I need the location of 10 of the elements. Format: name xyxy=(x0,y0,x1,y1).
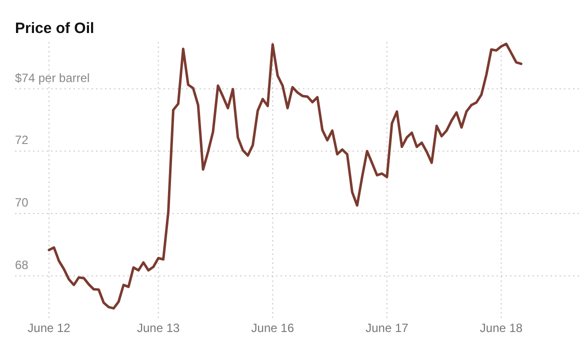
y-tick-label: 70 xyxy=(15,196,29,210)
y-tick-label: $74 per barrel xyxy=(15,70,90,85)
x-tick-label: June 13 xyxy=(136,321,180,335)
x-tick-label: June 17 xyxy=(366,321,409,335)
y-tick-label: 68 xyxy=(15,258,29,272)
chart-title: Price of Oil xyxy=(15,20,94,37)
x-tick-label: June 16 xyxy=(251,321,294,335)
x-tick-label: June 12 xyxy=(28,321,71,335)
y-tick-label: 72 xyxy=(15,133,29,148)
x-tick-label: June 18 xyxy=(480,321,523,335)
